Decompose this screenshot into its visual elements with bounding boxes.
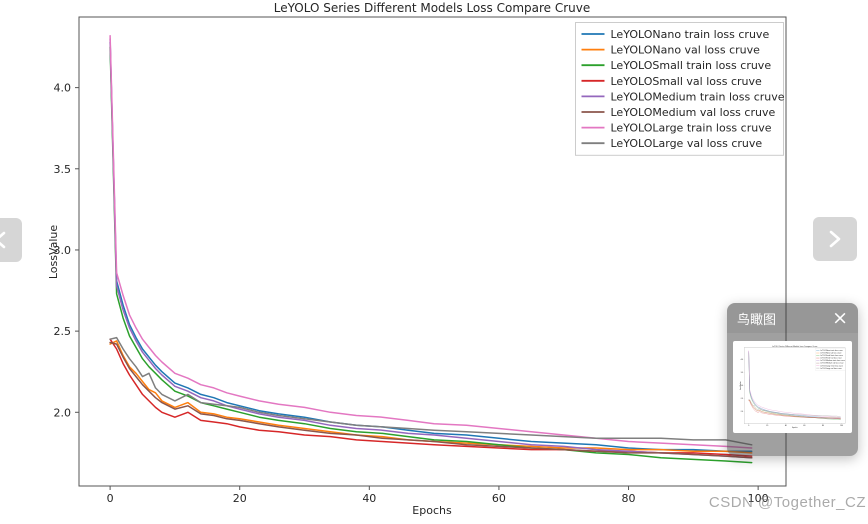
y-axis-label: LossValue xyxy=(47,225,60,280)
watermark: CSDN @Together_CZ xyxy=(708,494,866,511)
x-tick-label: 60 xyxy=(492,492,506,505)
loss-curve xyxy=(109,38,753,459)
axis-ticks: 0 20 40 60 80 100 2.0 2.5 3.0 3.5 4.0 xyxy=(54,82,769,505)
legend-label: LeYOLOMedium val loss cruve xyxy=(611,106,776,119)
next-image-button[interactable] xyxy=(813,217,857,261)
birdview-thumbnail[interactable] xyxy=(733,341,852,433)
legend-label: LeYOLOSmall train loss cruve xyxy=(611,59,772,72)
loss-curves xyxy=(109,34,753,464)
y-tick-label: 3.0 xyxy=(54,244,72,257)
birdview-title: 鸟瞰图 xyxy=(737,312,777,328)
close-icon[interactable]: × xyxy=(832,306,848,329)
legend-label: LeYOLONano train loss cruve xyxy=(611,28,770,41)
legend-label: LeYOLONano val loss cruve xyxy=(611,44,761,57)
axes-spines xyxy=(78,16,787,487)
loss-curve xyxy=(109,46,753,464)
legend-label: LeYOLOLarge train loss cruve xyxy=(611,122,772,135)
chevron-right-icon xyxy=(829,230,841,248)
y-tick-label: 2.0 xyxy=(54,406,72,419)
birdview-body xyxy=(727,333,858,456)
y-tick-label: 2.5 xyxy=(54,325,72,338)
x-tick-label: 20 xyxy=(233,492,247,505)
prev-image-button[interactable] xyxy=(0,218,22,262)
y-tick-label: 4.0 xyxy=(54,82,72,95)
loss-curve xyxy=(109,41,753,453)
legend: LeYOLONano train loss cruve LeYOLONano va… xyxy=(575,22,785,156)
chevron-left-icon xyxy=(0,231,6,249)
birdview-panel: 鸟瞰图 × xyxy=(727,303,858,456)
x-axis-label: Epochs xyxy=(412,504,452,517)
chart-title: LeYOLO Series Different Models Loss Comp… xyxy=(274,1,591,15)
x-tick-label: 0 xyxy=(107,492,114,505)
legend-box xyxy=(575,22,784,156)
y-tick-label: 3.5 xyxy=(54,163,72,176)
legend-label: LeYOLOMedium train loss cruve xyxy=(611,90,785,103)
thumbnail-chart xyxy=(737,345,848,429)
x-tick-label: 80 xyxy=(622,492,636,505)
loss-curve xyxy=(109,341,753,459)
birdview-header: 鸟瞰图 × xyxy=(727,303,858,333)
legend-label: LeYOLOLarge val loss cruve xyxy=(611,137,763,150)
x-tick-label: 40 xyxy=(362,492,376,505)
loss-curve xyxy=(109,336,753,446)
legend-label: LeYOLOSmall val loss cruve xyxy=(611,75,763,88)
x-tick-label: 100 xyxy=(748,492,769,505)
plot-frame xyxy=(78,16,787,487)
